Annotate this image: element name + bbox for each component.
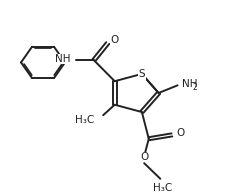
- Text: 2: 2: [192, 83, 197, 92]
- Text: NH: NH: [182, 79, 197, 89]
- Text: O: O: [110, 35, 118, 45]
- Text: O: O: [140, 152, 148, 162]
- Text: NH: NH: [55, 54, 71, 64]
- Text: H₃C: H₃C: [75, 115, 94, 125]
- Text: H₃C: H₃C: [153, 183, 172, 193]
- Text: S: S: [139, 69, 145, 79]
- Text: O: O: [176, 128, 185, 138]
